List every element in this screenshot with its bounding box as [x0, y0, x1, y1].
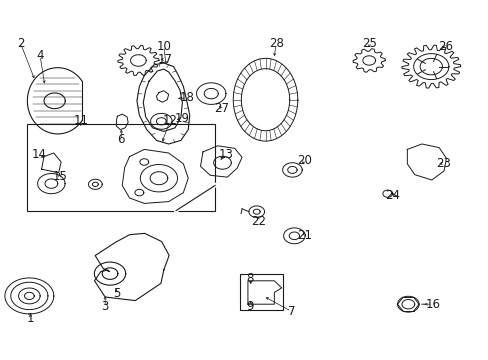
Text: 15: 15: [52, 170, 67, 183]
Text: 17: 17: [157, 53, 172, 66]
Text: 8: 8: [246, 273, 254, 285]
Text: 25: 25: [361, 37, 376, 50]
Text: 20: 20: [297, 154, 311, 167]
Text: 9: 9: [246, 300, 254, 313]
Text: 4: 4: [36, 49, 44, 62]
Text: 21: 21: [297, 229, 311, 242]
Text: 28: 28: [268, 37, 283, 50]
Text: 18: 18: [179, 91, 194, 104]
Text: 2: 2: [17, 37, 24, 50]
Text: 7: 7: [287, 305, 295, 318]
Text: 6: 6: [117, 133, 125, 146]
Text: 12: 12: [163, 114, 177, 127]
Text: 3: 3: [101, 300, 109, 313]
Text: 10: 10: [156, 40, 171, 53]
Text: 13: 13: [218, 148, 233, 161]
Text: 16: 16: [425, 298, 439, 311]
Text: 23: 23: [436, 157, 450, 170]
Text: 1: 1: [26, 312, 34, 325]
Text: 22: 22: [250, 215, 265, 228]
Bar: [27, 124, 215, 211]
Text: 14: 14: [32, 148, 46, 161]
Text: 24: 24: [384, 189, 399, 202]
Text: 11: 11: [73, 114, 88, 127]
Text: 26: 26: [438, 40, 452, 53]
Bar: [239, 274, 282, 310]
Text: 19: 19: [174, 112, 189, 125]
Text: 27: 27: [214, 102, 228, 115]
Text: 5: 5: [112, 287, 120, 300]
